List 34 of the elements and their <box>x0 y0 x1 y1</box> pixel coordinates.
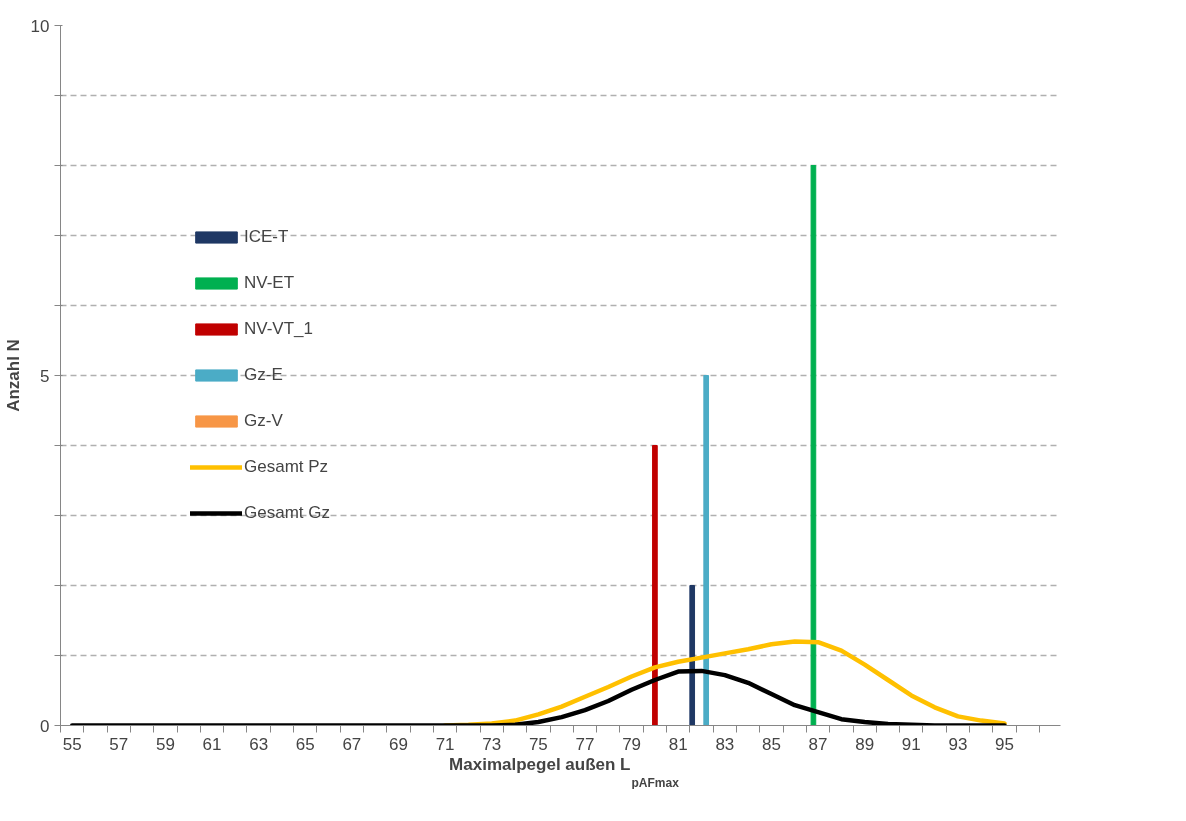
x-tick-label: 71 <box>435 734 455 754</box>
legend-label: Gesamt Pz <box>244 457 329 477</box>
x-tick-label: 83 <box>715 734 735 754</box>
x-tick-label: 85 <box>762 734 781 754</box>
y-tick-label: 0 <box>40 716 50 736</box>
legend-label: Gz-V <box>244 411 283 431</box>
x-tick-label: 67 <box>342 734 362 754</box>
x-tick-label: 89 <box>855 734 875 754</box>
x-tick-label: 57 <box>109 734 129 754</box>
y-axis-title: Anzahl N <box>3 339 23 412</box>
x-tick-label: 65 <box>295 734 315 754</box>
x-axis-title: Maximalpegel außen LpAFmax <box>449 754 680 790</box>
y-tick-label: 5 <box>40 366 50 386</box>
legend-label: NV-VT_1 <box>244 319 313 339</box>
x-tick-label: 87 <box>808 734 828 754</box>
legend-label: Gz-E <box>244 365 283 385</box>
x-tick-label: 75 <box>528 734 548 754</box>
legend-label: ICE-T <box>244 227 289 247</box>
x-tick-label: 69 <box>389 734 408 754</box>
x-tick-label: 63 <box>249 734 269 754</box>
line-series <box>69 668 1007 726</box>
x-tick-label: 61 <box>202 734 222 754</box>
legend-label: Gesamt Gz <box>244 503 330 523</box>
y-tick-label: 10 <box>30 16 50 36</box>
x-tick-label: 77 <box>575 734 595 754</box>
x-tick-label: 79 <box>622 734 642 754</box>
x-tick-label: 91 <box>901 734 921 754</box>
x-tick-label: 95 <box>995 734 1015 754</box>
legend-label: NV-ET <box>244 273 295 293</box>
x-tick-label: 55 <box>62 734 82 754</box>
x-tick-label: 59 <box>155 734 175 754</box>
x-tick-label: 93 <box>948 734 968 754</box>
x-tick-label: 73 <box>482 734 502 754</box>
x-tick-label: 81 <box>668 734 688 754</box>
